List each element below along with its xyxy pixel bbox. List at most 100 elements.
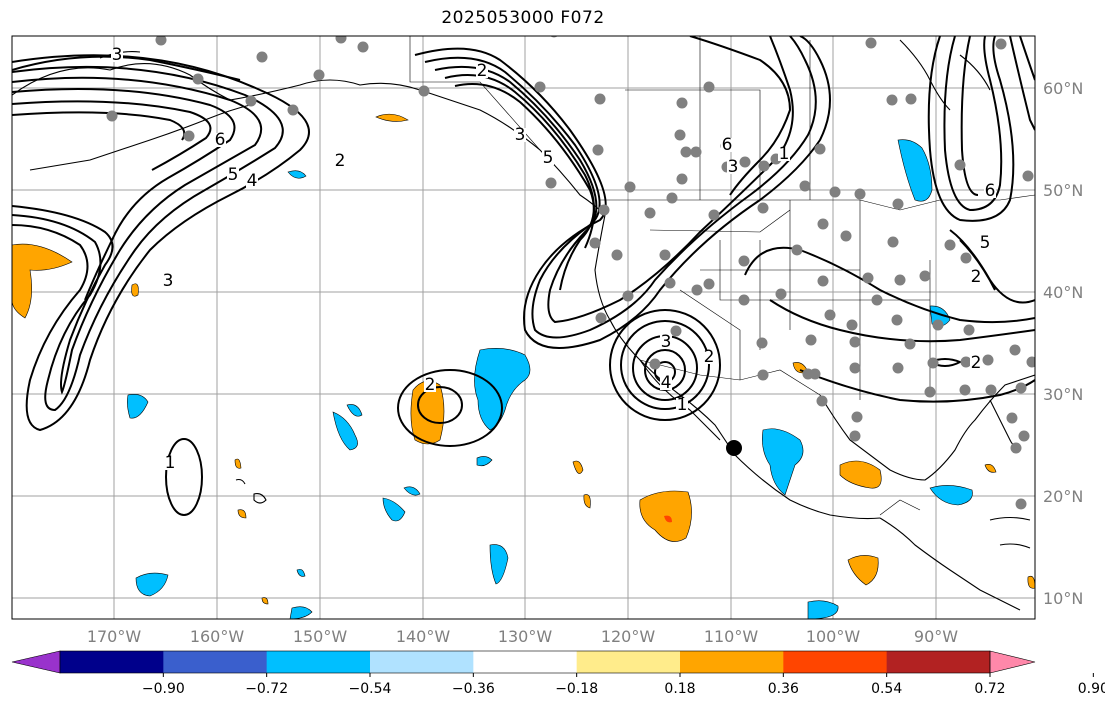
contour-label: 3 (112, 45, 123, 65)
colorbar-segment (163, 651, 268, 673)
strong-positive-patch (664, 515, 672, 523)
contour-label: 1 (779, 144, 790, 164)
colorbar: −0.90 −0.72 −0.54 −0.36 −0.18 0.18 0.36 0.54 0.7… (11, 650, 1105, 697)
contour-label-bg (246, 174, 258, 188)
contour-label-bg (164, 456, 176, 470)
contour-label: 6 (985, 181, 996, 201)
station-dot (791, 244, 803, 256)
station-dot (817, 275, 829, 287)
contour-label-bg (476, 64, 488, 78)
contour-label-bg (214, 133, 226, 147)
station-dot (1006, 412, 1018, 424)
station-dot (676, 173, 688, 185)
station-dot (256, 51, 268, 63)
station-dot (757, 202, 769, 214)
lat-tick-label: 40°N (1043, 283, 1083, 302)
colorbar-tick-label: −0.36 (452, 681, 495, 697)
station-dot (1015, 382, 1027, 394)
station-dot (666, 192, 678, 204)
station-dot (691, 284, 703, 296)
station-dot (659, 249, 671, 261)
contour-label: 3 (661, 332, 672, 352)
contour-label-bg (979, 236, 991, 250)
station-dot (622, 290, 634, 302)
station-dot (738, 255, 750, 267)
station-dot (851, 411, 863, 423)
station-dot (670, 325, 682, 337)
station-dot (589, 237, 601, 249)
station-dot (756, 337, 768, 349)
contour-label-bg (727, 160, 739, 174)
station-dot (802, 368, 814, 380)
contour-label: 2 (971, 267, 982, 287)
station-dot (418, 85, 430, 97)
colorbar-segment (60, 651, 164, 673)
station-dot (959, 384, 971, 396)
station-dot (887, 236, 899, 248)
station-dot (739, 156, 751, 168)
station-dot (674, 129, 686, 141)
station-dot (849, 362, 861, 374)
contour-label: 5 (543, 148, 554, 168)
station-dot (932, 319, 944, 331)
station-dot (927, 357, 939, 369)
station-dot (963, 324, 975, 336)
station-dot (287, 104, 299, 116)
contour-label: 3 (515, 125, 526, 145)
colorbar-tick-label: −0.18 (555, 681, 598, 697)
contour-label: 1 (165, 453, 176, 473)
station-dot (799, 180, 811, 192)
station-dot (598, 204, 610, 216)
contour-label-bg (703, 350, 715, 364)
lon-tick-label: 110°W (704, 627, 759, 646)
station-dot (865, 37, 877, 49)
colorbar-tick-label: 0.54 (871, 681, 902, 697)
lon-tick-label: 160°W (190, 627, 245, 646)
map-area (12, 36, 1035, 619)
station-dot (1010, 442, 1022, 454)
station-dot (534, 81, 546, 93)
contour-label-bg (660, 376, 672, 390)
station-dot (924, 386, 936, 398)
lon-tick-label: 170°W (87, 627, 142, 646)
station-dot (1026, 356, 1035, 368)
station-dot (708, 209, 720, 221)
station-dot (891, 314, 903, 326)
station-dot (545, 177, 557, 189)
lat-tick-label: 30°N (1043, 385, 1083, 404)
lon-tick-label: 130°W (498, 627, 553, 646)
lon-tick-label: 100°W (806, 627, 861, 646)
contour-label-bg (660, 335, 672, 349)
station-dot (944, 239, 956, 251)
station-dot (155, 36, 167, 46)
marker-dot-black (726, 440, 742, 456)
station-dot (676, 97, 688, 109)
contour-label-bg (334, 154, 346, 168)
colorbar-segment (886, 651, 991, 673)
colorbar-segment (370, 651, 474, 673)
contour-label: 2 (971, 353, 982, 373)
station-dot (594, 93, 606, 105)
station-dot (624, 181, 636, 193)
colorbar-tick-label: 0.72 (974, 681, 1005, 697)
station-dot (905, 93, 917, 105)
station-dot (595, 312, 607, 324)
graticule (12, 36, 1035, 619)
station-dot (335, 36, 347, 44)
contour-label-bg (970, 356, 982, 370)
contour-label-bg (111, 48, 123, 62)
contour-label: 3 (728, 157, 739, 177)
contour-label: 2 (477, 61, 488, 81)
station-dot (738, 294, 750, 306)
station-dot (840, 230, 852, 242)
station-dot (1015, 498, 1027, 510)
lon-tick-label: 120°W (601, 627, 656, 646)
station-dot (892, 362, 904, 374)
station-dot (757, 369, 769, 381)
station-dot (960, 356, 972, 368)
station-dot (775, 288, 787, 300)
station-dot (817, 218, 829, 230)
longitude-axis: 170°W 160°W 150°W 140°W 130°W 120°W 110°W 100°W… (87, 627, 958, 646)
colorbar-extend-max (989, 650, 1036, 674)
